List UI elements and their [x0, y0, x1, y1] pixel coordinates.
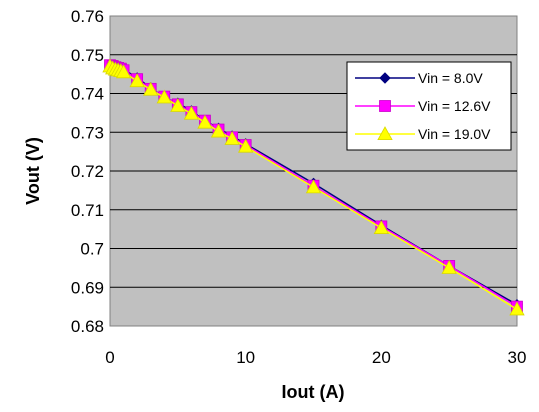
y-tick-label: 0.7: [80, 240, 104, 259]
data-point: [129, 73, 145, 88]
y-tick-label: 0.74: [71, 85, 104, 104]
data-point: [170, 98, 186, 112]
data-point: [379, 72, 391, 84]
data-point: [377, 126, 393, 141]
y-tick-labels: 0.68 0.69 0.7 0.71 0.72 0.73 0.74 0.75 0.76: [71, 7, 104, 336]
legend-label: Vin = 12.6V: [418, 98, 491, 114]
data-point: [237, 138, 254, 153]
y-axis-title: Vout (V): [23, 137, 43, 205]
data-point: [224, 131, 240, 145]
y-tick-label: 0.75: [71, 46, 104, 65]
data-point: [156, 89, 172, 104]
x-tick-label: 30: [508, 348, 527, 367]
legend-label: Vin = 8.0V: [418, 70, 483, 86]
data-point: [373, 220, 390, 234]
y-tick-label: 0.71: [71, 201, 104, 220]
x-axis-title: Iout (A): [282, 382, 345, 402]
legend: Vin = 8.0V Vin = 12.6V Vin = 19.0V: [346, 61, 512, 151]
y-tick-label: 0.72: [71, 162, 104, 181]
x-tick-label: 10: [236, 348, 255, 367]
data-point: [197, 114, 213, 129]
data-point: [379, 100, 391, 112]
data-point: [115, 64, 132, 79]
data-point: [305, 179, 322, 194]
y-tick-label: 0.76: [71, 7, 104, 26]
y-tick-label: 0.69: [71, 278, 104, 297]
y-tick-label: 0.73: [71, 123, 104, 142]
series-triangle: [102, 58, 525, 316]
data-point: [143, 81, 159, 96]
x-tick-labels: 0 10 20 30: [105, 348, 526, 367]
legend-label: Vin = 19.0V: [418, 126, 491, 142]
data-point: [441, 260, 457, 274]
legend-box: [346, 61, 512, 151]
data-point: [509, 301, 525, 316]
y-tick-label: 0.68: [71, 317, 104, 336]
x-tick-label: 20: [372, 348, 391, 367]
data-point: [183, 105, 200, 120]
data-point: [210, 123, 227, 138]
series-group: [102, 58, 525, 316]
x-tick-label: 0: [105, 348, 114, 367]
